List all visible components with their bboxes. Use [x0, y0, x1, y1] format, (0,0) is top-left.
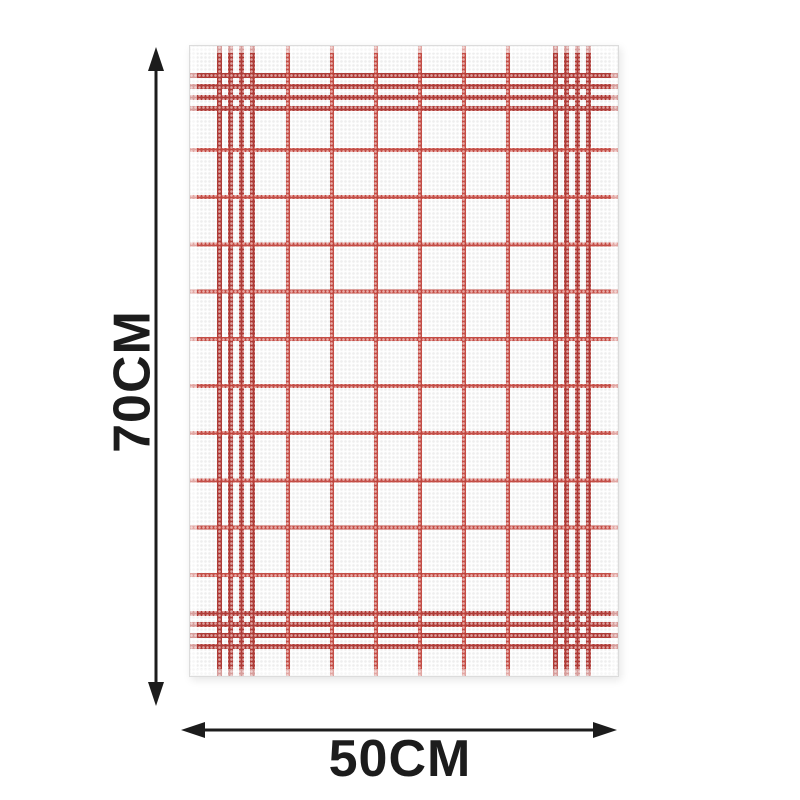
width-dimension-arrow [181, 722, 617, 738]
arrow-shaft [199, 728, 599, 732]
width-dimension-label: 50CM [328, 730, 472, 788]
arrow-head-right-icon [593, 722, 617, 738]
arrow-head-up-icon [148, 47, 164, 71]
towel-waffle-texture [190, 46, 618, 676]
arrow-head-left-icon [181, 722, 205, 738]
tea-towel-image [189, 45, 619, 677]
arrow-shaft [154, 65, 158, 688]
towel-hem-edge [190, 46, 618, 676]
arrow-head-down-icon [148, 682, 164, 706]
height-dimension-label: 70CM [103, 310, 162, 453]
height-dimension-arrow [148, 47, 164, 706]
